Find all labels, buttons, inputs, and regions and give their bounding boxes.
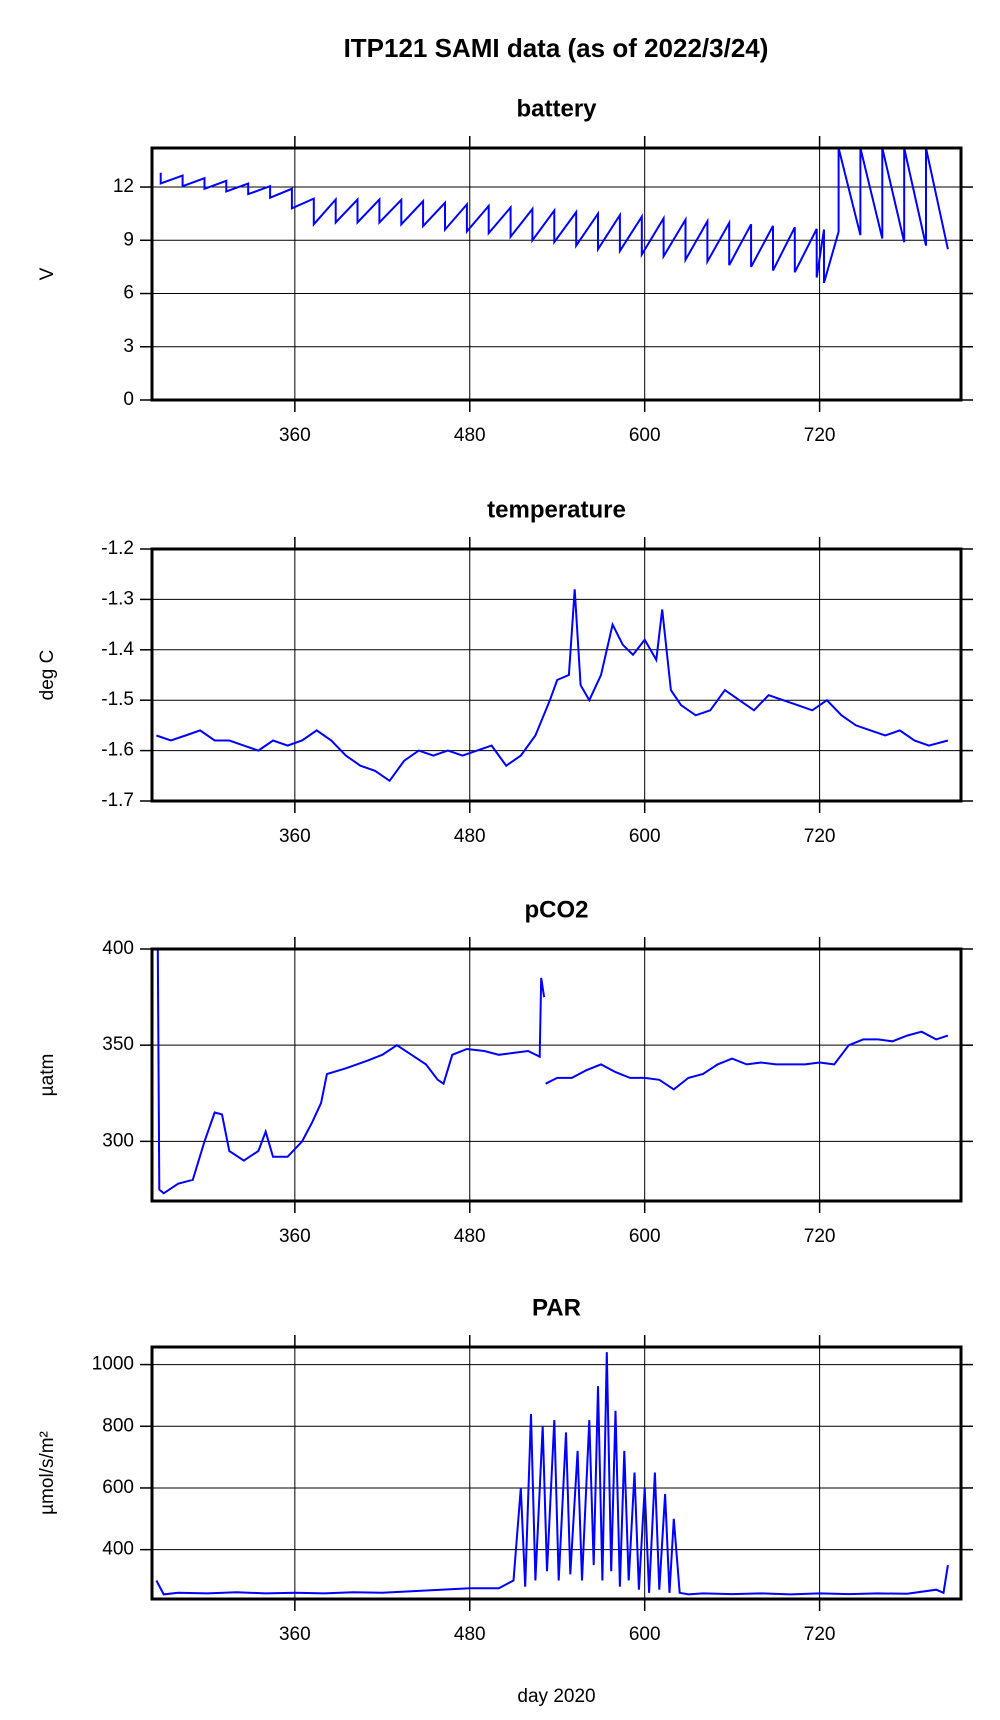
y-axis-label: µmol/s/m²	[37, 1431, 58, 1515]
y-tick-label: -1.5	[101, 689, 134, 710]
x-tick-label: 360	[279, 1226, 311, 1247]
chart-title: pCO2	[524, 896, 588, 923]
chart-title: battery	[516, 95, 597, 122]
x-tick-label: 600	[629, 425, 661, 446]
y-tick-label: -1.2	[101, 538, 134, 559]
y-tick-label: 6	[123, 283, 134, 304]
x-tick-label: 600	[629, 1226, 661, 1247]
x-tick-label: 480	[454, 1226, 486, 1247]
y-tick-label: 12	[113, 176, 134, 197]
y-axis-label: V	[37, 267, 58, 280]
data-line	[155, 1352, 949, 1596]
chart-title: temperature	[487, 496, 626, 523]
y-tick-label: 400	[102, 938, 134, 959]
x-tick-label: 720	[804, 1226, 836, 1247]
y-axis-label: deg C	[37, 650, 58, 701]
y-tick-label: 400	[102, 1539, 134, 1560]
data-line	[156, 949, 949, 1195]
x-tick-label: 720	[804, 826, 836, 847]
x-tick-label: 720	[804, 425, 836, 446]
x-tick-label: 360	[279, 425, 311, 446]
plot-frame	[150, 146, 963, 402]
y-tick-label: 0	[123, 389, 134, 410]
x-tick-label: 480	[454, 425, 486, 446]
y-tick-label: -1.4	[101, 639, 134, 660]
y-tick-label: 350	[102, 1034, 134, 1055]
chart-title: PAR	[532, 1294, 581, 1321]
x-tick-label: 360	[279, 1624, 311, 1645]
x-tick-label: 480	[454, 826, 486, 847]
x-tick-label: 600	[629, 1624, 661, 1645]
plot-frame	[150, 547, 963, 803]
x-tick-label: 480	[454, 1624, 486, 1645]
x-tick-label: 600	[629, 826, 661, 847]
y-tick-label: 3	[123, 336, 134, 357]
data-line	[156, 589, 949, 783]
y-tick-label: 9	[123, 229, 134, 250]
plot-frame	[150, 1345, 963, 1601]
y-tick-label: -1.6	[101, 740, 134, 761]
y-axis-label: µatm	[37, 1054, 58, 1097]
y-tick-label: 300	[102, 1130, 134, 1151]
y-tick-label: 600	[102, 1477, 134, 1498]
y-tick-label: -1.3	[101, 588, 134, 609]
y-tick-label: 800	[102, 1415, 134, 1436]
y-tick-label: -1.7	[101, 790, 134, 811]
x-axis-label: day 2020	[517, 1686, 595, 1707]
plot-frame	[150, 947, 963, 1203]
y-tick-label: 1000	[92, 1354, 134, 1375]
x-tick-label: 720	[804, 1624, 836, 1645]
x-tick-label: 360	[279, 826, 311, 847]
figure-title: ITP121 SAMI data (as of 2022/3/24)	[344, 33, 769, 63]
data-line	[159, 148, 949, 284]
